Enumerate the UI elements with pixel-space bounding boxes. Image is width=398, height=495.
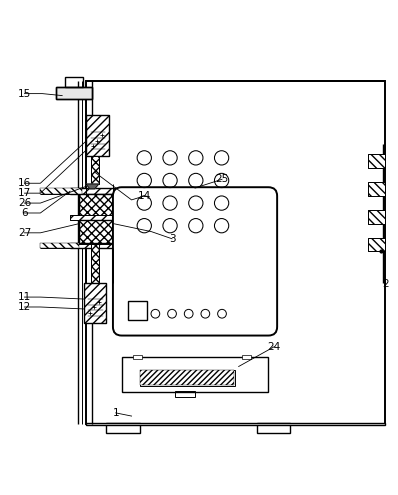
Text: 16: 16 — [18, 178, 31, 188]
Bar — [91, 244, 99, 283]
Text: 25: 25 — [215, 174, 228, 184]
Bar — [86, 115, 109, 156]
Text: 6: 6 — [21, 208, 28, 218]
Bar — [79, 194, 113, 216]
FancyBboxPatch shape — [113, 187, 277, 336]
Bar — [86, 81, 385, 424]
Bar — [56, 87, 92, 99]
Bar — [70, 215, 122, 220]
Bar — [86, 115, 109, 156]
Bar — [70, 189, 122, 194]
Bar — [56, 87, 92, 99]
Text: 1: 1 — [112, 408, 119, 418]
Bar — [70, 243, 122, 248]
Bar — [79, 220, 113, 244]
Bar — [91, 156, 99, 184]
Text: 3: 3 — [169, 234, 176, 244]
Bar — [40, 189, 82, 194]
Bar — [65, 77, 83, 87]
Bar — [91, 156, 99, 184]
Bar — [133, 354, 142, 358]
Bar — [175, 392, 195, 397]
Bar — [369, 182, 385, 196]
Bar — [106, 423, 140, 433]
Bar — [369, 238, 385, 251]
Bar — [369, 238, 385, 251]
Polygon shape — [86, 184, 99, 189]
Text: 12: 12 — [18, 302, 31, 312]
Bar — [79, 220, 113, 244]
Text: 27: 27 — [18, 228, 31, 238]
Bar — [86, 423, 385, 425]
Bar — [122, 356, 268, 392]
Bar — [369, 210, 385, 224]
Bar — [369, 210, 385, 224]
Bar — [84, 283, 106, 323]
Bar — [129, 300, 147, 320]
Bar — [242, 354, 252, 358]
Text: 24: 24 — [268, 342, 281, 351]
Text: 17: 17 — [18, 188, 31, 198]
Bar — [369, 154, 385, 168]
Bar — [140, 370, 234, 385]
Bar — [84, 283, 106, 323]
Text: 11: 11 — [18, 292, 31, 302]
Bar — [70, 189, 122, 194]
Text: 2: 2 — [382, 279, 389, 289]
Bar — [369, 154, 385, 168]
Bar — [40, 243, 79, 248]
Bar — [140, 370, 235, 386]
Text: 14: 14 — [138, 191, 151, 201]
Bar — [70, 215, 122, 220]
Bar — [70, 243, 122, 248]
Bar — [91, 244, 99, 283]
Text: 15: 15 — [18, 89, 31, 99]
Bar — [256, 423, 290, 433]
Bar — [79, 194, 113, 216]
Bar — [369, 182, 385, 196]
Text: 26: 26 — [18, 198, 31, 208]
